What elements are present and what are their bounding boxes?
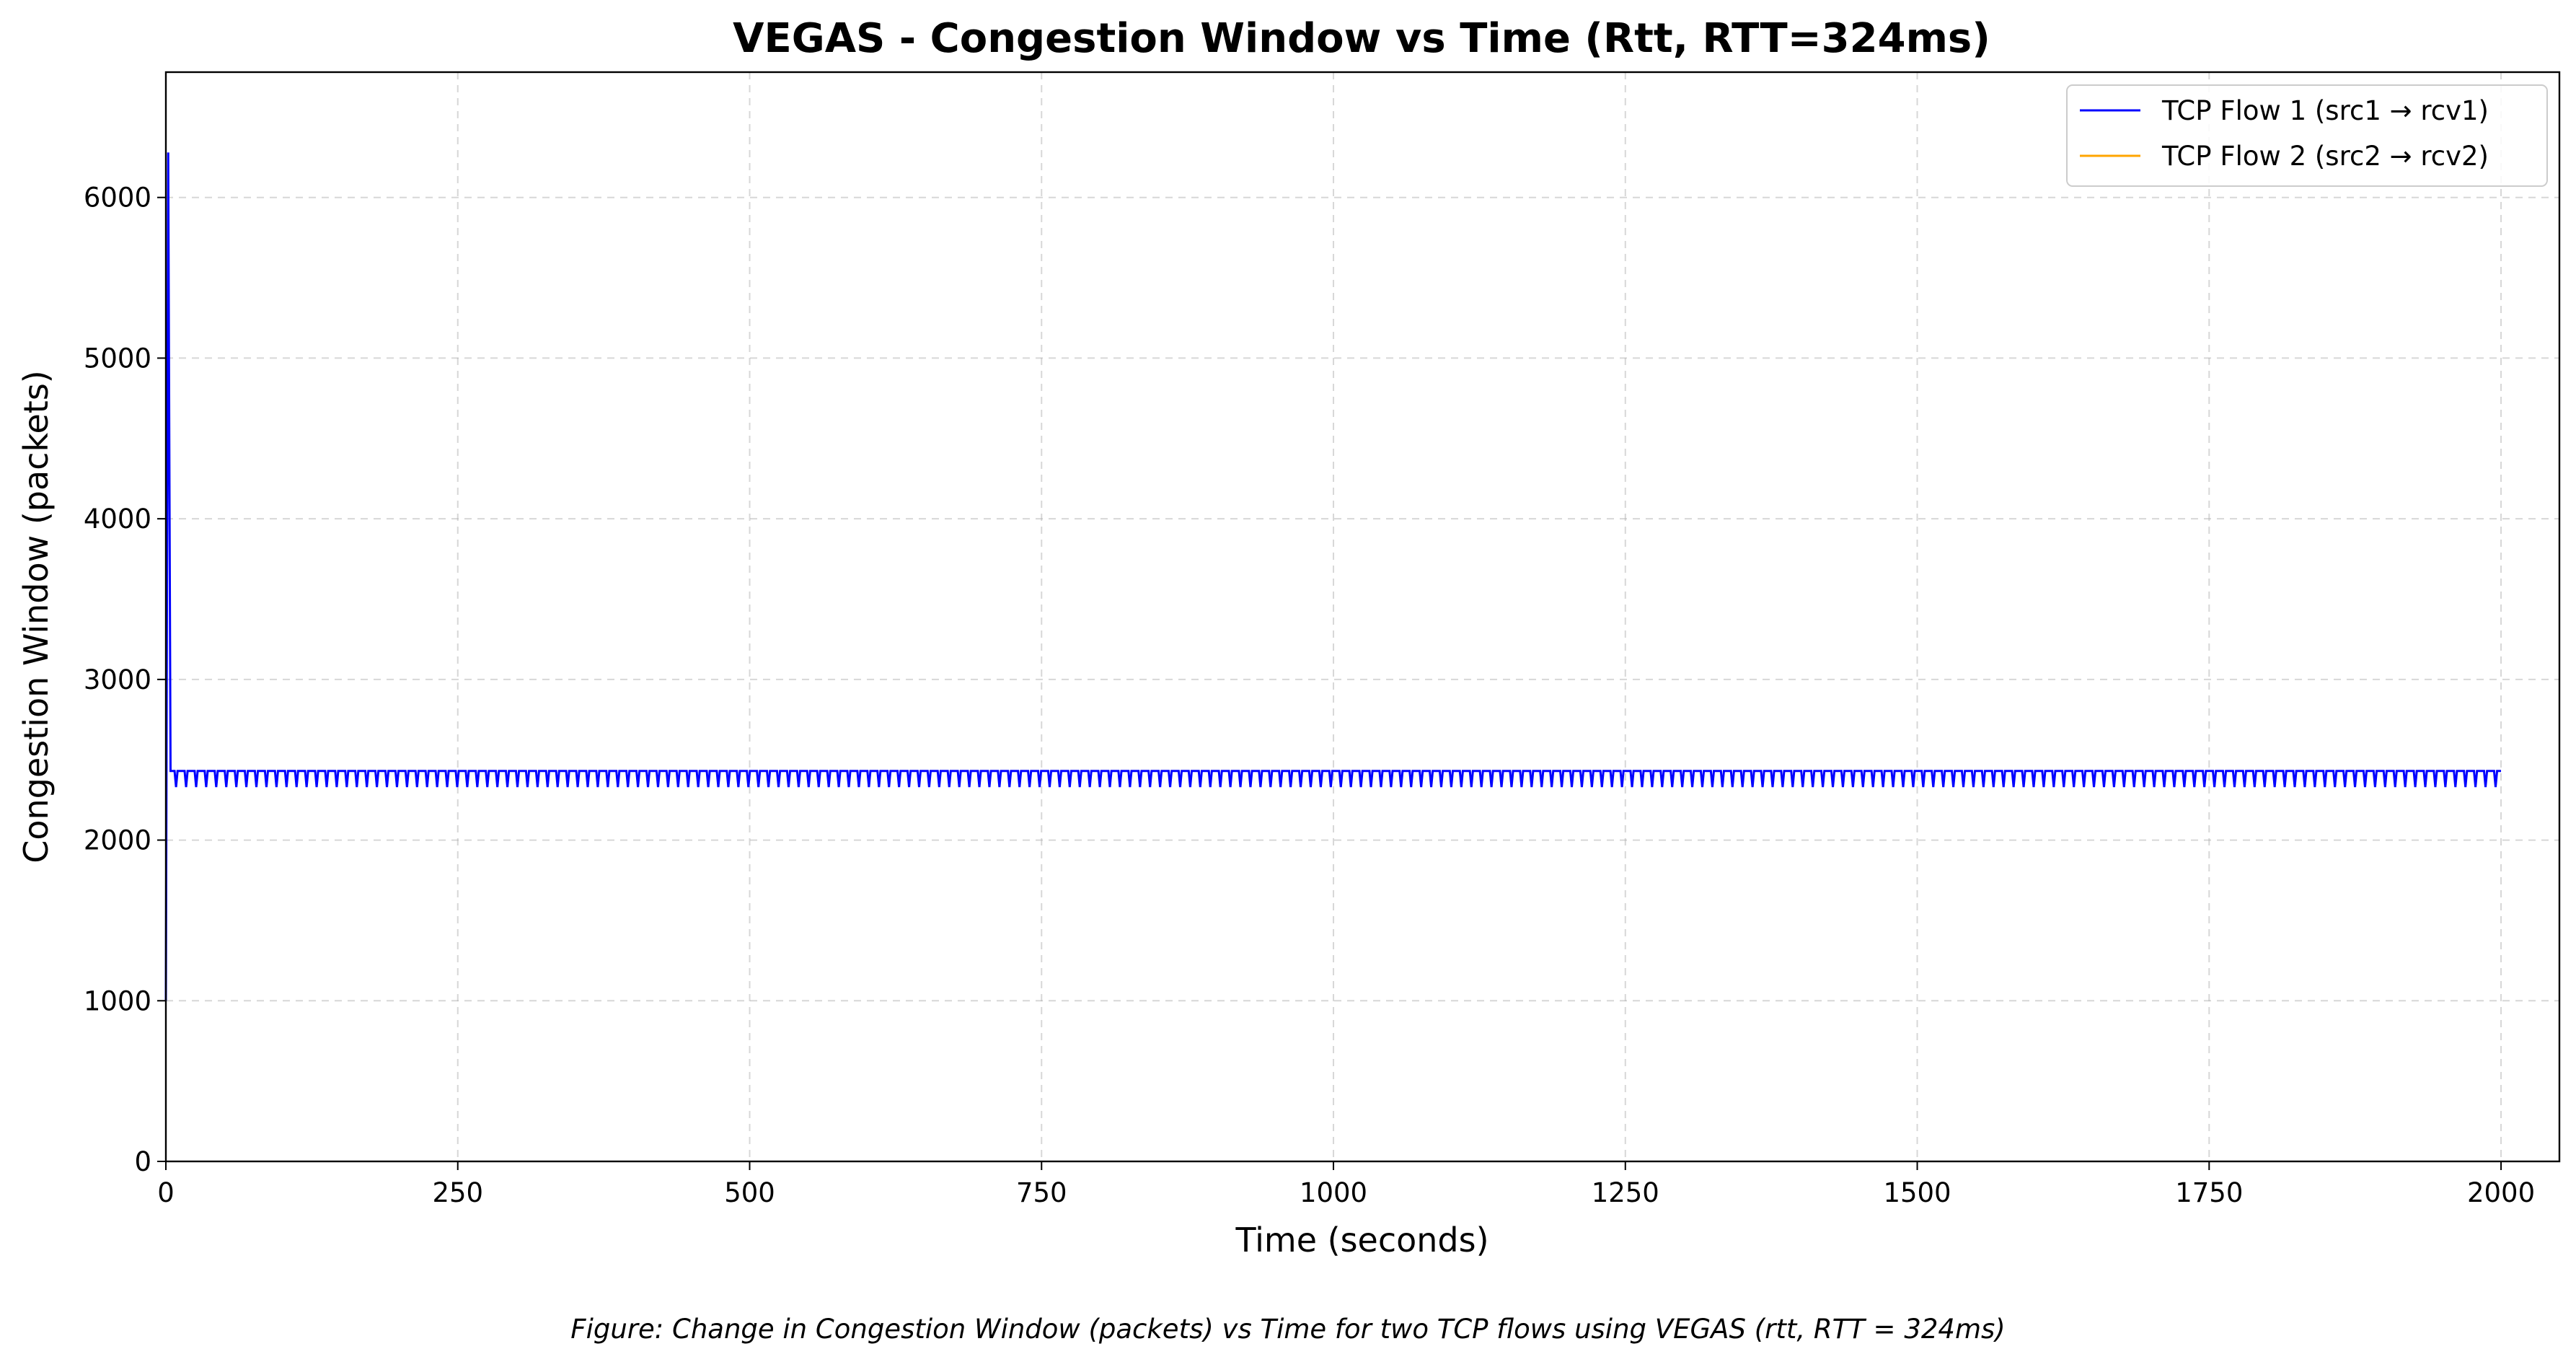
- legend: TCP Flow 1 (src1 → rcv1) TCP Flow 2 (src…: [2066, 84, 2548, 187]
- y-tick-label: 5000: [84, 343, 151, 374]
- x-tick-label: 2000: [2467, 1177, 2535, 1208]
- x-tick-label: 1750: [2175, 1177, 2243, 1208]
- figure-caption: Figure: Change in Congestion Window (pac…: [570, 1314, 2005, 1345]
- legend-label-flow-2: TCP Flow 2 (src2 → rcv2): [2161, 141, 2489, 172]
- x-tick-label: 500: [724, 1177, 775, 1208]
- y-tick-label: 1000: [84, 985, 151, 1016]
- x-tick-label: 1500: [1883, 1177, 1951, 1208]
- x-tick-label: 1250: [1592, 1177, 1659, 1208]
- x-axis-ticks: 0 250 500 750 1000 1250 1500 1750 2000: [157, 1161, 2535, 1208]
- y-tick-label: 0: [134, 1146, 151, 1177]
- series-line-flow-1: [164, 152, 2502, 1001]
- chart-title: VEGAS - Congestion Window vs Time (Rtt, …: [733, 15, 1990, 62]
- y-tick-label: 4000: [84, 504, 151, 535]
- x-tick-label: 1000: [1300, 1177, 1367, 1208]
- legend-label-flow-1: TCP Flow 1 (src1 → rcv1): [2161, 95, 2489, 126]
- legend-box: [2066, 84, 2548, 187]
- y-axis-label: Congestion Window (packets): [17, 370, 56, 863]
- x-axis-label: Time (seconds): [1235, 1221, 1488, 1260]
- y-tick-label: 3000: [84, 664, 151, 695]
- y-axis-ticks: 0 1000 2000 3000 4000 5000 6000: [84, 183, 166, 1177]
- x-tick-label: 750: [1016, 1177, 1067, 1208]
- series-layer: [164, 152, 2502, 1001]
- x-tick-label: 0: [157, 1177, 175, 1208]
- y-tick-label: 2000: [84, 825, 151, 856]
- y-tick-label: 6000: [84, 183, 151, 214]
- x-tick-label: 250: [432, 1177, 483, 1208]
- plot-frame: [164, 71, 2561, 1163]
